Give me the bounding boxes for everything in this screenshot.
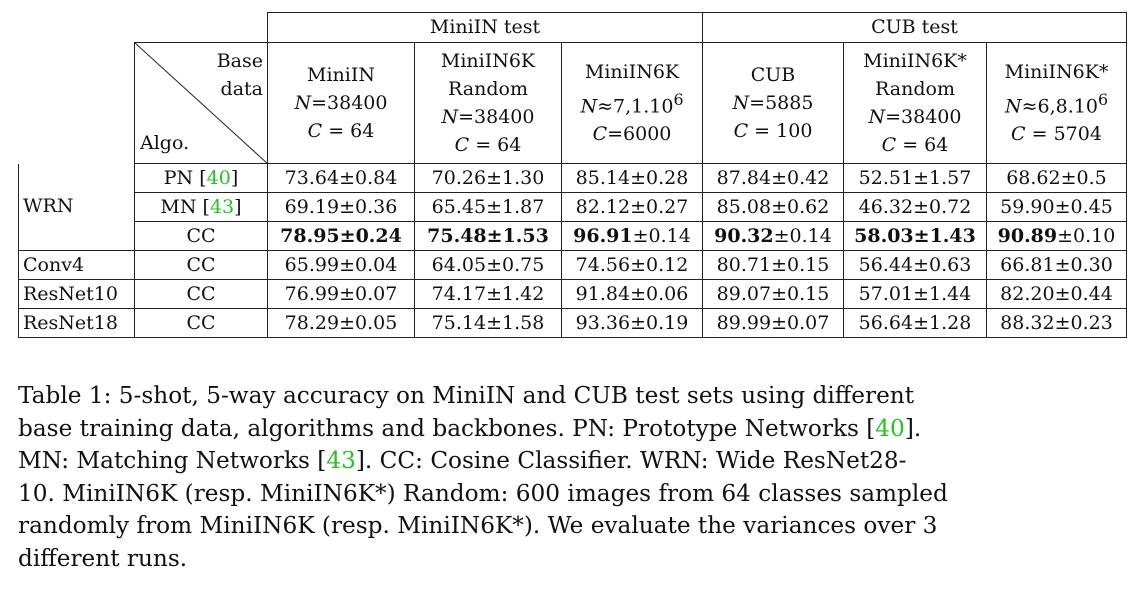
table-cell: 91.84±0.06 xyxy=(561,279,703,309)
caption-line: base training data, algorithms and backb… xyxy=(18,414,922,442)
table-cell: 46.32±0.72 xyxy=(843,192,987,222)
table-cell: 93.36±0.19 xyxy=(561,308,703,338)
caption-line: Table 1: 5-shot, 5-way accuracy on MiniI… xyxy=(18,382,915,409)
corner-cell: Base data Algo. xyxy=(134,42,268,164)
backbone-wrn: WRN xyxy=(18,163,135,251)
table-cell: 85.08±0.62 xyxy=(702,192,844,222)
table-cell: 88.32±0.23 xyxy=(986,308,1127,338)
backbone-resnet18: ResNet18 xyxy=(18,308,135,338)
table-cell: 75.48±1.53 xyxy=(414,221,562,251)
col-header-minin6k: MiniIN6K N≈7,1.106 C=6000 xyxy=(561,42,703,164)
table-cell: 56.64±1.28 xyxy=(843,308,987,338)
citation-link[interactable]: 43 xyxy=(326,447,356,474)
group-header-cub: CUB test xyxy=(702,12,1127,43)
algo-cell: MN [43] xyxy=(134,192,268,222)
table-caption: Table 1: 5-shot, 5-way accuracy on MiniI… xyxy=(18,380,1126,575)
algo-cell: CC xyxy=(134,250,268,280)
table-cell: 74.56±0.12 xyxy=(561,250,703,280)
backbone-conv4: Conv4 xyxy=(18,250,135,280)
caption-line: different runs. xyxy=(18,544,188,572)
algo-cell: CC xyxy=(134,279,268,309)
citation-link[interactable]: 40 xyxy=(875,414,905,442)
column-header-row: Base data Algo. MiniIN N=38400 C = 64 Mi… xyxy=(19,42,1127,164)
table-cell: 96.91±0.14 xyxy=(561,221,703,251)
base-data-label: Base data xyxy=(216,50,263,100)
table-cell: 74.17±1.42 xyxy=(414,279,562,309)
table-cell: 78.95±0.24 xyxy=(267,221,415,251)
col-header-minin6k-random: MiniIN6K Random N=38400 C = 64 xyxy=(414,42,562,164)
table-cell: 82.20±0.44 xyxy=(986,279,1127,309)
table-row: Conv4 CC 65.99±0.04 64.05±0.75 74.56±0.1… xyxy=(18,250,1127,280)
table-cell: 87.84±0.42 xyxy=(702,163,844,193)
table-cell: 75.14±1.58 xyxy=(414,308,562,338)
table-cell: 58.03±1.43 xyxy=(843,221,987,251)
algo-cell: CC xyxy=(134,308,268,338)
table-row: ResNet10 CC 76.99±0.07 74.17±1.42 91.84±… xyxy=(18,279,1127,309)
group-header-minin: MiniIN test xyxy=(267,12,703,43)
table-cell: 90.89±0.10 xyxy=(986,221,1127,251)
table-cell: 89.99±0.07 xyxy=(702,308,844,338)
col-header-minin6k-star: MiniIN6K* N≈6,8.106 C = 5704 xyxy=(986,42,1127,164)
backbone-resnet10: ResNet10 xyxy=(18,279,135,309)
table-cell: 59.90±0.45 xyxy=(986,192,1127,222)
table-cell: 90.32±0.14 xyxy=(702,221,844,251)
table-cell: 76.99±0.07 xyxy=(267,279,415,309)
table-cell: 68.62±0.5 xyxy=(986,163,1127,193)
table-cell: 82.12±0.27 xyxy=(561,192,703,222)
col-header-minin: MiniIN N=38400 C = 64 xyxy=(267,42,415,164)
table-cell: 78.29±0.05 xyxy=(267,308,415,338)
algo-cell: CC xyxy=(134,221,268,251)
caption-line: MN: Matching Networks [43]. CC: Cosine C… xyxy=(18,447,907,474)
caption-line: 10. MiniIN6K (resp. MiniIN6K*) Random: 6… xyxy=(18,479,948,507)
table-cell: 57.01±1.44 xyxy=(843,279,987,309)
table-cell: 64.05±0.75 xyxy=(414,250,562,280)
table-row: CC 78.95±0.24 75.48±1.53 96.91±0.14 90.3… xyxy=(19,221,1127,251)
group-header-row: MiniIN test CUB test xyxy=(19,12,1127,43)
table-row: WRN PN [40] 73.64±0.84 70.26±1.30 85.14±… xyxy=(18,163,1127,251)
table-cell: 65.99±0.04 xyxy=(267,250,415,280)
algo-cell: PN [40] xyxy=(134,163,268,193)
table-cell: 85.14±0.28 xyxy=(561,163,703,193)
table-cell: 73.64±0.84 xyxy=(267,163,415,193)
table-cell: 65.45±1.87 xyxy=(414,192,562,222)
algo-label: Algo. xyxy=(140,132,190,154)
table-cell: 80.71±0.15 xyxy=(702,250,844,280)
table-row: MN [43] 69.19±0.36 65.45±1.87 82.12±0.27… xyxy=(19,192,1127,222)
results-table: MiniIN test CUB test Base data Algo. Min… xyxy=(18,12,1127,338)
table-row: ResNet18 CC 78.29±0.05 75.14±1.58 93.36±… xyxy=(18,308,1127,338)
col-header-minin6k-star-random: MiniIN6K* Random N=38400 C = 64 xyxy=(843,42,987,164)
table-cell: 69.19±0.36 xyxy=(267,192,415,222)
table-cell: 89.07±0.15 xyxy=(702,279,844,309)
col-header-cub: CUB N=5885 C = 100 xyxy=(702,42,844,164)
caption-line: randomly from MiniIN6K (resp. MiniIN6K*)… xyxy=(18,512,938,539)
corner-diagonal xyxy=(135,43,268,164)
table-cell: 52.51±1.57 xyxy=(843,163,987,193)
table-cell: 56.44±0.63 xyxy=(843,250,987,280)
table-cell: 66.81±0.30 xyxy=(986,250,1127,280)
table-cell: 70.26±1.30 xyxy=(414,163,562,193)
